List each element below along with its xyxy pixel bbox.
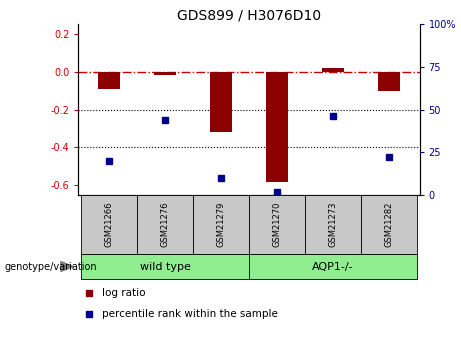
Bar bbox=[154, 71, 176, 75]
Text: GDS899 / H3076D10: GDS899 / H3076D10 bbox=[177, 9, 321, 23]
Bar bbox=[137, 195, 193, 254]
Text: GSM21276: GSM21276 bbox=[160, 201, 170, 247]
Bar bbox=[361, 195, 417, 254]
Bar bbox=[98, 71, 120, 89]
Bar bbox=[322, 68, 344, 71]
Bar bbox=[210, 71, 232, 132]
Bar bbox=[266, 71, 288, 181]
Text: GSM21273: GSM21273 bbox=[328, 201, 337, 247]
Text: genotype/variation: genotype/variation bbox=[5, 262, 97, 272]
Text: GSM21279: GSM21279 bbox=[217, 201, 225, 247]
Text: GSM21266: GSM21266 bbox=[105, 201, 113, 247]
Text: AQP1-/-: AQP1-/- bbox=[312, 262, 354, 272]
Text: GSM21282: GSM21282 bbox=[384, 201, 393, 247]
Bar bbox=[249, 254, 417, 279]
Bar bbox=[81, 254, 249, 279]
Bar bbox=[305, 195, 361, 254]
Bar bbox=[193, 195, 249, 254]
Text: wild type: wild type bbox=[140, 262, 190, 272]
Bar bbox=[378, 71, 400, 90]
Text: GSM21270: GSM21270 bbox=[272, 201, 281, 247]
Bar bbox=[249, 195, 305, 254]
Text: log ratio: log ratio bbox=[102, 288, 146, 298]
Bar bbox=[81, 195, 137, 254]
Text: percentile rank within the sample: percentile rank within the sample bbox=[102, 309, 278, 319]
